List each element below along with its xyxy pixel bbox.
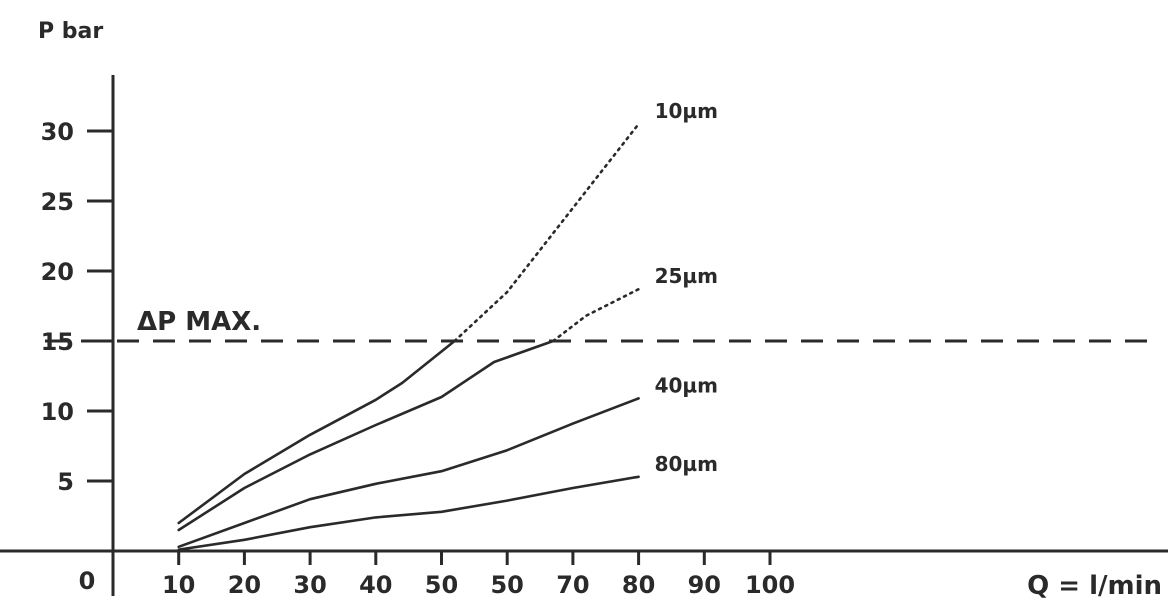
series-solid-line	[179, 341, 455, 523]
delta-p-max-reference: ΔP MAX.	[45, 307, 1158, 341]
y-tick-label: 25	[41, 188, 74, 216]
y-tick-label: 20	[41, 258, 74, 286]
series-label: 10µm	[655, 99, 718, 123]
x-tick-label: 10	[162, 571, 195, 599]
x-tick-label: 50	[425, 571, 458, 599]
x-tick-label: 30	[293, 571, 326, 599]
x-tick-label: 20	[228, 571, 261, 599]
series-4: 80µm	[179, 452, 718, 550]
x-tick-label: 50	[490, 571, 523, 599]
x-tick-label: 90	[688, 571, 721, 599]
x-axis-ticks: 10 20 30 40 50 50 70 80 90 100	[162, 551, 795, 599]
y-axis-title: P bar	[38, 19, 103, 44]
series-3: 40µm	[179, 373, 718, 546]
series-label: 25µm	[655, 264, 718, 288]
y-tick-label: 30	[41, 118, 74, 146]
y-tick-label: 5	[57, 468, 74, 496]
series-dotted-line	[553, 289, 638, 341]
series-label: 80µm	[655, 452, 718, 476]
series-label: 40µm	[655, 373, 718, 397]
origin-label: 0	[79, 567, 96, 595]
x-axis-title: Q = l/min	[1027, 571, 1162, 601]
x-tick-label: 70	[556, 571, 589, 599]
x-tick-label: 80	[622, 571, 655, 599]
y-tick-label: 10	[41, 398, 74, 426]
series-2: 25µm	[179, 264, 718, 530]
x-tick-label: 40	[359, 571, 392, 599]
x-tick-label: 100	[745, 571, 795, 599]
series-dotted-line	[455, 124, 639, 341]
delta-p-max-label: ΔP MAX.	[137, 307, 261, 337]
